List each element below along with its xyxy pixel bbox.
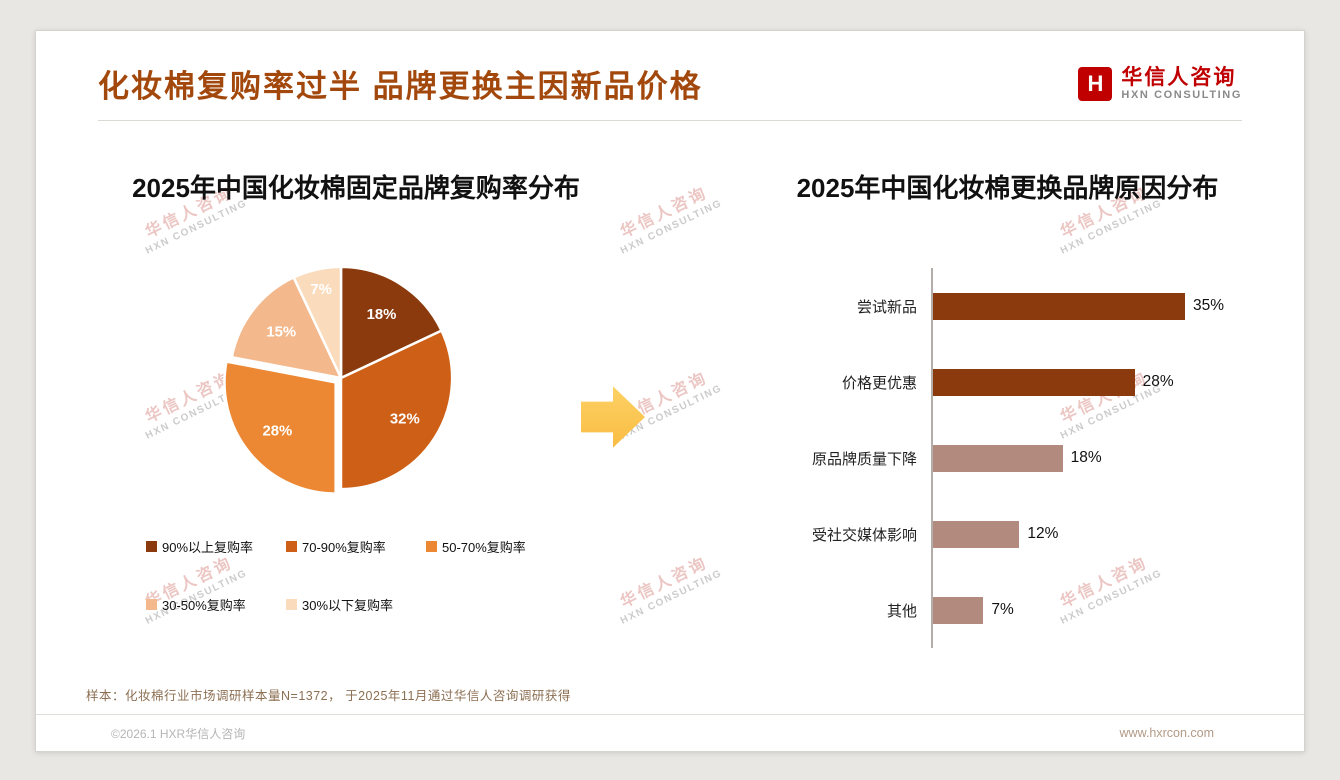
bar-fill — [933, 596, 984, 624]
legend-swatch — [426, 541, 437, 552]
bar-value-label: 7% — [991, 601, 1014, 618]
legend-item: 90%以上复购率 — [146, 537, 286, 556]
bar-track: 35% — [931, 268, 1225, 344]
bar-chart-title: 2025年中国化妆棉更换品牌原因分布 — [796, 173, 1219, 203]
legend-label: 90%以上复购率 — [162, 540, 254, 555]
bar-row: 价格更优惠 28% — [731, 344, 1284, 420]
legend-item: 30%以下复购率 — [286, 595, 426, 614]
bar-category-label: 其他 — [886, 602, 917, 620]
bar-value-label: 18% — [1070, 449, 1102, 466]
legend-item: 70-90%复购率 — [286, 537, 426, 556]
bar-category-label: 原品牌质量下降 — [811, 450, 917, 468]
bar-category-label: 受社交媒体影响 — [811, 526, 917, 544]
bar-value-label: 35% — [1193, 297, 1225, 314]
legend-label: 70-90%复购率 — [302, 540, 386, 555]
pie-value-label: 15% — [266, 325, 296, 341]
legend-swatch — [146, 541, 157, 552]
bar-row: 尝试新品 35% — [731, 268, 1284, 344]
bar-chart: 尝试新品 35% 价格更优惠 28% 原品牌质量下降 18% 受社交媒体影响 12% 其他 7% — [731, 268, 1284, 648]
legend-swatch — [286, 599, 297, 610]
bar-chart-section: 2025年中国化妆棉更换品牌原因分布 尝试新品 35% 价格更优惠 28% 原品牌质量下… — [731, 173, 1284, 648]
bar-value-label: 12% — [1027, 525, 1059, 542]
bar-track: 18% — [931, 420, 1221, 496]
legend-label: 30-50%复购率 — [162, 598, 246, 613]
pie-slice-1 — [339, 329, 454, 491]
bar-row: 其他 7% — [731, 572, 1284, 648]
bar-category-label: 价格更优惠 — [841, 374, 917, 392]
bar-row: 原品牌质量下降 18% — [731, 420, 1284, 496]
pie-slice-2 — [223, 360, 337, 495]
slide-header: 化妆棉复购率过半 品牌更换主因新品价格 H 华信人咨询 HXN CONSULTI… — [98, 31, 1242, 121]
bar-fill — [933, 368, 1135, 396]
logo-name-en: HXN CONSULTING — [1121, 88, 1242, 101]
copyright-text: ©2026.1 HXR华信人咨询 — [111, 726, 246, 741]
bar-fill — [933, 520, 1020, 548]
logo-name-cn: 华信人咨询 — [1121, 65, 1237, 89]
legend-item: 50-70%复购率 — [426, 537, 586, 556]
bar-fill — [933, 292, 1185, 320]
slide: 华信人咨询 HXN CONSULTING 华信人咨询 HXN CONSULTING 华信… — [35, 30, 1305, 752]
pie-chart: 18% 32% 28% 15% 7% — [223, 265, 454, 495]
website-text: www.hxrcon.com — [1119, 726, 1214, 740]
bar-row: 受社交媒体影响 12% — [731, 496, 1284, 572]
bar-fill — [933, 444, 1063, 472]
pie-value-label: 7% — [310, 282, 332, 298]
pie-value-label: 28% — [263, 424, 293, 440]
legend-label: 50-70%复购率 — [442, 540, 526, 555]
logo-text: 华信人咨询 HXN CONSULTING — [1121, 65, 1242, 101]
bar-track: 28% — [931, 344, 1221, 420]
pie-slice-4 — [292, 265, 343, 380]
legend-swatch — [146, 599, 157, 610]
pie-chart-section: 2025年中国化妆棉固定品牌复购率分布 18% 32% 28% 15% 7% 90%以上… — [81, 173, 631, 614]
company-logo: H 华信人咨询 HXN CONSULTING — [1078, 65, 1242, 101]
logo-icon: H — [1078, 66, 1113, 101]
legend-item: 30-50%复购率 — [146, 595, 286, 614]
pie-slice-3 — [230, 276, 343, 380]
sample-note: 样本：化妆棉行业市场调研样本量N=1372， 于2025年11月通过华信人咨询调… — [86, 689, 571, 703]
bar-track: 12% — [931, 496, 1221, 572]
pie-slice-0 — [339, 265, 443, 380]
content-area: 2025年中国化妆棉固定品牌复购率分布 18% 32% 28% 15% 7% 90%以上… — [36, 121, 1304, 685]
pie-legend: 90%以上复购率 70-90%复购率 50-70%复购率 30-50%复购率 30%以下… — [146, 537, 631, 614]
pie-value-label: 18% — [367, 307, 397, 323]
slide-footer: ©2026.1 HXR华信人咨询 www.hxrcon.com — [36, 714, 1304, 751]
pie-chart-title: 2025年中国化妆棉固定品牌复购率分布 — [132, 173, 580, 203]
page-title: 化妆棉复购率过半 品牌更换主因新品价格 — [98, 69, 703, 104]
legend-label: 30%以下复购率 — [302, 598, 394, 613]
pie-value-label: 32% — [390, 411, 420, 427]
bar-track: 7% — [931, 572, 1221, 648]
bar-category-label: 尝试新品 — [856, 298, 917, 316]
bar-value-label: 28% — [1142, 373, 1174, 390]
legend-swatch — [286, 541, 297, 552]
